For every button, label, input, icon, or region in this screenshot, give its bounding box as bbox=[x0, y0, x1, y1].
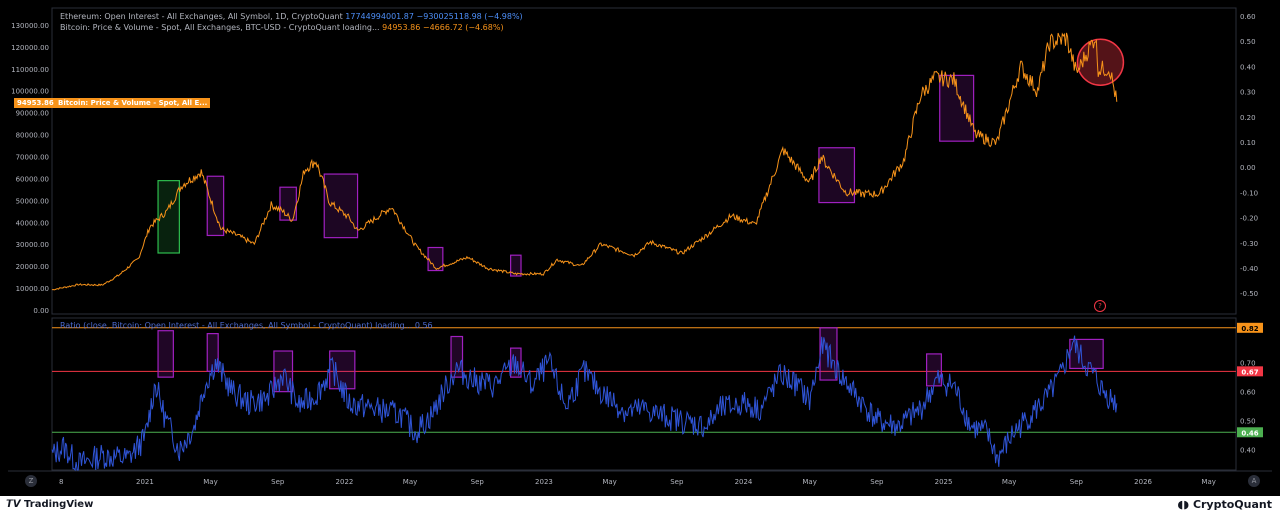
oi-tick-label: 0.60 bbox=[1240, 13, 1256, 21]
price-tick-label: 120000.00 bbox=[11, 44, 49, 52]
price-tick-label: 60000.00 bbox=[16, 175, 49, 183]
oi-tick-label: -0.40 bbox=[1240, 265, 1258, 273]
ratio-level-label: 0.46 bbox=[1241, 429, 1258, 437]
x-tick-label: May bbox=[802, 478, 816, 486]
x-tick-label: 2026 bbox=[1134, 478, 1152, 486]
tradingview-icon: 𝙏𝙑 bbox=[6, 499, 25, 510]
price-tick-label: 90000.00 bbox=[16, 110, 49, 118]
price-tick-label: 80000.00 bbox=[16, 132, 49, 140]
legend-btc: Bitcoin: Price & Volume - Spot, All Exch… bbox=[60, 23, 504, 33]
legend-eth-value: 17744994001.87 bbox=[345, 12, 414, 21]
legend-ratio-title: Ratio (close, Bitcoin: Open Interest - A… bbox=[60, 321, 413, 330]
x-tick-label: Sep bbox=[670, 478, 684, 486]
purple-highlight-box bbox=[157, 330, 174, 378]
x-tick-label: 2023 bbox=[535, 478, 553, 486]
price-tick-label: 0.00 bbox=[33, 307, 49, 315]
oi-tick-label: -0.50 bbox=[1240, 290, 1258, 298]
ratio-level-tag bbox=[1237, 366, 1263, 377]
btc-price-line bbox=[51, 32, 1118, 291]
oi-tick-label: 0.40 bbox=[1240, 63, 1256, 71]
x-tick-label: May bbox=[403, 478, 417, 486]
x-tick-label: 8 bbox=[59, 478, 63, 486]
purple-highlight-box bbox=[323, 173, 359, 239]
price-tag-value: 94953.86 bbox=[14, 98, 57, 108]
x-tick-label: 2022 bbox=[336, 478, 354, 486]
price-tick-label: 20000.00 bbox=[16, 263, 49, 271]
warning-icon[interactable]: ? bbox=[1094, 300, 1106, 312]
oi-tick-label: -0.20 bbox=[1240, 215, 1258, 223]
ratio-level-label: 0.82 bbox=[1241, 325, 1258, 333]
oi-tick-label: 0.00 bbox=[1240, 164, 1256, 172]
green-highlight-box bbox=[157, 180, 180, 254]
purple-highlight-box bbox=[450, 335, 464, 378]
oi-tick-label: -0.30 bbox=[1240, 240, 1258, 248]
ratio-tick-label: 0.50 bbox=[1240, 418, 1256, 426]
price-pane-frame bbox=[51, 7, 1237, 315]
ratio-tick-label: 0.60 bbox=[1240, 389, 1256, 397]
zoom-button[interactable]: Z bbox=[25, 475, 37, 487]
x-tick-label: 2021 bbox=[136, 478, 154, 486]
price-tick-label: 50000.00 bbox=[16, 197, 49, 205]
price-tick-label: 70000.00 bbox=[16, 154, 49, 162]
price-tick-label: 10000.00 bbox=[16, 285, 49, 293]
ratio-tick-label: 0.70 bbox=[1240, 360, 1256, 368]
x-tick-label: 2025 bbox=[935, 478, 953, 486]
price-tag-label: Bitcoin: Price & Volume - Spot, All E... bbox=[55, 98, 211, 108]
x-tick-label: May bbox=[602, 478, 616, 486]
cryptoquant-icon: ◖◗ bbox=[1177, 498, 1193, 511]
price-tick-label: 110000.00 bbox=[11, 66, 49, 74]
tradingview-logo[interactable]: 𝙏𝙑 TradingView bbox=[6, 499, 93, 510]
oi-tick-label: 0.10 bbox=[1240, 139, 1256, 147]
x-tick-label: Sep bbox=[1070, 478, 1084, 486]
ratio-level-label: 0.67 bbox=[1241, 368, 1258, 376]
tradingview-label: TradingView bbox=[24, 499, 94, 510]
price-tick-label: 40000.00 bbox=[16, 219, 49, 227]
legend-ratio: Ratio (close, Bitcoin: Open Interest - A… bbox=[60, 321, 433, 331]
price-tick-label: 100000.00 bbox=[11, 88, 49, 96]
ratio-tick-label: 0.40 bbox=[1240, 447, 1256, 455]
footer-bar: 𝙏𝙑 TradingView ◖◗ CryptoQuant bbox=[0, 496, 1280, 514]
legend-btc-value: 94953.86 bbox=[382, 23, 421, 32]
legend-eth-title: Ethereum: Open Interest - All Exchanges,… bbox=[60, 12, 343, 21]
price-tick-label: 130000.00 bbox=[11, 22, 49, 30]
legend-btc-title: Bitcoin: Price & Volume - Spot, All Exch… bbox=[60, 23, 380, 32]
oi-tick-label: -0.10 bbox=[1240, 189, 1258, 197]
x-tick-label: Sep bbox=[870, 478, 884, 486]
legend-btc-change: −4666.72 (−4.68%) bbox=[422, 23, 504, 32]
ratio-level-tag bbox=[1237, 427, 1263, 438]
x-tick-label: Sep bbox=[471, 478, 485, 486]
ratio-line bbox=[51, 335, 1118, 472]
cryptoquant-label: CryptoQuant bbox=[1192, 498, 1272, 511]
x-tick-label: May bbox=[203, 478, 217, 486]
x-tick-label: Sep bbox=[271, 478, 285, 486]
ratio-level-tag bbox=[1237, 322, 1263, 333]
red-top-circle bbox=[1076, 38, 1125, 86]
auto-scale-button[interactable]: A bbox=[1248, 475, 1260, 487]
legend-eth-change: −930025118.98 (−4.98%) bbox=[416, 12, 523, 21]
legend-ratio-value: 0.56 bbox=[414, 321, 433, 330]
purple-highlight-box bbox=[510, 254, 522, 277]
purple-highlight-box bbox=[818, 147, 856, 204]
x-tick-label: 2024 bbox=[735, 478, 753, 486]
legend-eth: Ethereum: Open Interest - All Exchanges,… bbox=[60, 12, 523, 22]
oi-tick-label: 0.30 bbox=[1240, 89, 1256, 97]
x-tick-label: May bbox=[1002, 478, 1016, 486]
price-tick-label: 30000.00 bbox=[16, 241, 49, 249]
oi-tick-label: 0.50 bbox=[1240, 38, 1256, 46]
cryptoquant-logo[interactable]: ◖◗ CryptoQuant bbox=[1178, 498, 1272, 511]
oi-tick-label: 0.20 bbox=[1240, 114, 1256, 122]
purple-highlight-box bbox=[206, 175, 225, 237]
ratio-pane-frame bbox=[51, 317, 1237, 471]
x-tick-label: May bbox=[1201, 478, 1215, 486]
